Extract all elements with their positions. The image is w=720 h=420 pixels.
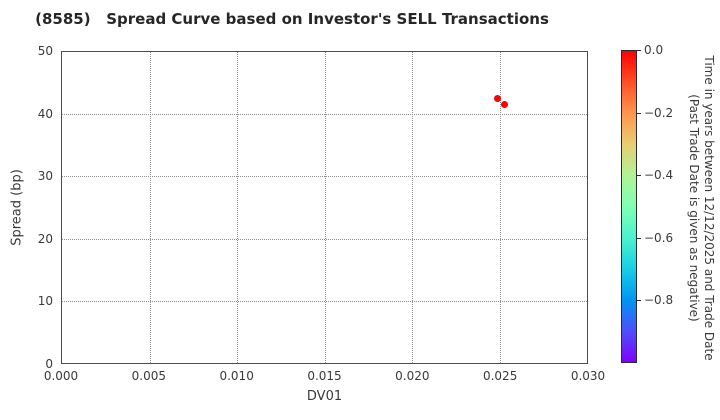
colorbar-title-line1: Time in years between 12/12/2025 and Tra… (702, 55, 716, 361)
x-tick-label: 0.020 (395, 369, 430, 383)
colorbar-title: Time in years between 12/12/2025 and Tra… (686, 43, 716, 373)
x-tick-label: 0.000 (43, 369, 79, 383)
gridline-vertical (324, 52, 326, 363)
gridline-vertical (412, 52, 413, 363)
x-tick-label: 0.005 (131, 369, 166, 383)
y-tick-label: 20 (37, 231, 53, 246)
y-tick-label: 50 (37, 44, 53, 58)
gridline-horizontal (62, 300, 587, 302)
chart-title: (8585) Spread Curve based on Investor's … (35, 10, 549, 28)
colorbar-tick-mark (637, 237, 641, 239)
colorbar-tick-label: −0.4 (644, 168, 674, 183)
colorbar-gradient (621, 50, 637, 363)
colorbar-tick-label: −0.6 (644, 230, 674, 245)
y-tick-label: 10 (37, 294, 53, 309)
gridline-horizontal (62, 176, 587, 178)
x-axis-label: DV01 (306, 389, 343, 404)
colorbar-title-line2: (Past Trade Date is given as negative) (687, 94, 701, 322)
colorbar-tick-mark (637, 112, 641, 114)
gridline-vertical (499, 52, 501, 363)
gridline-horizontal (62, 114, 587, 116)
x-tick-label: 0.010 (219, 369, 254, 383)
y-tick-label: 0 (45, 357, 53, 371)
colorbar-tick-mark (637, 50, 641, 51)
y-tick-label: 30 (37, 169, 53, 184)
gridline-vertical (237, 52, 238, 363)
plot-area (61, 51, 588, 364)
colorbar-tick-mark (637, 300, 641, 302)
y-tick-label: 40 (37, 106, 53, 121)
data-point (494, 95, 502, 103)
gridline-vertical (149, 52, 151, 363)
x-tick-label: 0.030 (570, 369, 606, 383)
colorbar-tick-label: −0.2 (644, 105, 674, 120)
x-tick-label: 0.025 (482, 369, 518, 383)
gridline-horizontal (62, 238, 587, 240)
colorbar-tick-label: −0.8 (644, 293, 674, 308)
data-point (501, 101, 509, 109)
colorbar-tick-label: 0.0 (644, 43, 664, 57)
colorbar-tick-mark (637, 175, 641, 177)
x-tick-label: 0.015 (307, 369, 342, 383)
